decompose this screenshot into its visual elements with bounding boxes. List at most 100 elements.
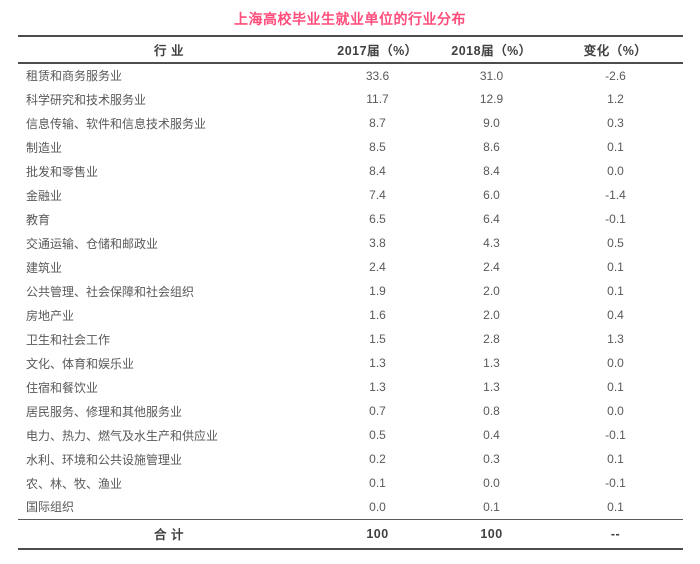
- table-row: 批发和零售业 8.4 8.4 0.0: [18, 159, 683, 183]
- table-row: 信息传输、软件和信息技术服务业 8.7 9.0 0.3: [18, 111, 683, 135]
- value-cell: -2.6: [605, 68, 626, 83]
- value-cell: 8.4: [483, 164, 500, 178]
- table-footer: 合 计 100 100 --: [18, 518, 683, 550]
- value-cell: 0.0: [607, 356, 624, 370]
- value-cell: 12.9: [479, 92, 504, 106]
- value-cell: 0.1: [607, 140, 624, 154]
- value-cell: 33.6: [365, 68, 390, 83]
- col-header-change: 变化（%）: [548, 35, 683, 64]
- value-cell: 0.8: [483, 404, 500, 418]
- table-row: 交通运输、仓储和邮政业 3.8 4.3 0.5: [18, 231, 683, 255]
- table-row: 租赁和商务服务业 33.6 31.0 -2.6: [18, 63, 683, 87]
- value-cell: 0.1: [607, 284, 624, 298]
- value-cell: 0.1: [607, 452, 624, 466]
- table-row: 金融业 7.4 6.0 -1.4: [18, 183, 683, 207]
- value-cell: 1.3: [483, 356, 500, 370]
- value-cell: 8.5: [369, 140, 386, 154]
- table-row: 教育 6.5 6.4 -0.1: [18, 207, 683, 231]
- value-cell: 3.8: [369, 236, 386, 250]
- industry-cell: 公共管理、社会保障和社会组织: [26, 284, 195, 299]
- table-row: 电力、热力、燃气及水生产和供应业 0.5 0.4 -0.1: [18, 423, 683, 447]
- value-cell: 0.2: [369, 452, 386, 466]
- table-row: 房地产业 1.6 2.0 0.4: [18, 303, 683, 327]
- value-cell: 2.4: [369, 260, 386, 274]
- total-change: --: [548, 518, 683, 550]
- value-cell: 11.7: [366, 92, 389, 106]
- industry-cell: 国际组织: [26, 500, 75, 515]
- value-cell: 0.4: [607, 308, 624, 322]
- total-2018: 100: [435, 518, 548, 550]
- total-2017: 100: [320, 518, 435, 550]
- value-cell: 6.0: [483, 188, 500, 202]
- industry-cell: 电力、热力、燃气及水生产和供应业: [26, 428, 219, 443]
- value-cell: 0.1: [483, 499, 500, 514]
- industry-distribution-table: 行 业 2017届（%） 2018届（%） 变化（%） 租赁和商务服务业 33.6…: [18, 35, 683, 550]
- col-header-industry: 行 业: [18, 35, 320, 64]
- value-cell: 0.0: [607, 404, 624, 418]
- industry-cell: 住宿和餐饮业: [26, 380, 99, 395]
- table-row: 文化、体育和娱乐业 1.3 1.3 0.0: [18, 351, 683, 375]
- industry-cell: 建筑业: [26, 260, 63, 275]
- industry-cell: 教育: [26, 212, 51, 227]
- industry-cell: 信息传输、软件和信息技术服务业: [26, 116, 207, 131]
- industry-cell: 卫生和社会工作: [26, 332, 111, 347]
- table-body: 租赁和商务服务业 33.6 31.0 -2.6 科学研究和技术服务业 11.7 12.9 1.…: [18, 63, 683, 519]
- value-cell: 1.3: [607, 332, 624, 346]
- table-row: 公共管理、社会保障和社会组织 1.9 2.0 0.1: [18, 279, 683, 303]
- value-cell: 1.6: [369, 308, 386, 322]
- value-cell: 0.3: [483, 452, 500, 466]
- value-cell: 1.5: [369, 332, 386, 346]
- col-header-2017: 2017届（%）: [320, 35, 435, 64]
- value-cell: 1.9: [369, 284, 386, 298]
- value-cell: -0.1: [605, 428, 626, 442]
- value-cell: -1.4: [605, 188, 626, 202]
- total-row: 合 计 100 100 --: [18, 518, 683, 550]
- value-cell: 0.5: [369, 428, 386, 442]
- value-cell: 0.7: [369, 404, 386, 418]
- industry-cell: 科学研究和技术服务业: [26, 92, 147, 107]
- value-cell: 0.0: [607, 164, 624, 178]
- value-cell: 1.3: [369, 356, 386, 370]
- table-row: 制造业 8.5 8.6 0.1: [18, 135, 683, 159]
- industry-cell: 水利、环境和公共设施管理业: [26, 452, 183, 467]
- value-cell: 7.4: [369, 188, 386, 202]
- table-row: 水利、环境和公共设施管理业 0.2 0.3 0.1: [18, 447, 683, 471]
- table-row: 科学研究和技术服务业 11.7 12.9 1.2: [18, 87, 683, 111]
- value-cell: 0.4: [483, 428, 500, 442]
- value-cell: 0.1: [607, 499, 624, 514]
- value-cell: 8.4: [369, 164, 386, 178]
- value-cell: 0.1: [369, 476, 386, 490]
- table-row: 住宿和餐饮业 1.3 1.3 0.1: [18, 375, 683, 399]
- value-cell: 0.5: [607, 236, 624, 250]
- value-cell: 6.5: [369, 212, 386, 226]
- value-cell: 31.0: [479, 68, 504, 83]
- value-cell: 4.3: [483, 236, 500, 250]
- table-row: 农、林、牧、渔业 0.1 0.0 -0.1: [18, 471, 683, 495]
- value-cell: 2.4: [483, 260, 500, 274]
- table-row: 国际组织 0.0 0.1 0.1: [18, 495, 683, 519]
- value-cell: 1.3: [369, 380, 386, 394]
- value-cell: -0.1: [605, 476, 626, 490]
- value-cell: 2.0: [483, 284, 500, 298]
- total-label: 合 计: [18, 518, 320, 550]
- industry-cell: 批发和零售业: [26, 164, 99, 179]
- value-cell: 2.8: [483, 332, 500, 346]
- value-cell: 1.2: [607, 92, 624, 106]
- industry-cell: 农、林、牧、渔业: [26, 476, 123, 491]
- table-row: 居民服务、修理和其他服务业 0.7 0.8 0.0: [18, 399, 683, 423]
- industry-cell: 交通运输、仓储和邮政业: [26, 236, 159, 251]
- industry-cell: 房地产业: [26, 308, 75, 323]
- col-header-2018: 2018届（%）: [435, 35, 548, 64]
- industry-cell: 租赁和商务服务业: [26, 69, 123, 83]
- value-cell: 8.6: [483, 140, 500, 154]
- value-cell: 6.4: [483, 212, 500, 226]
- value-cell: -0.1: [605, 212, 626, 226]
- table-header: 行 业 2017届（%） 2018届（%） 变化（%）: [18, 35, 683, 64]
- industry-cell: 金融业: [26, 188, 63, 203]
- industry-cell: 文化、体育和娱乐业: [26, 356, 135, 371]
- value-cell: 0.1: [607, 260, 624, 274]
- table-row: 建筑业 2.4 2.4 0.1: [18, 255, 683, 279]
- value-cell: 0.0: [369, 499, 386, 514]
- value-cell: 0.3: [607, 116, 624, 130]
